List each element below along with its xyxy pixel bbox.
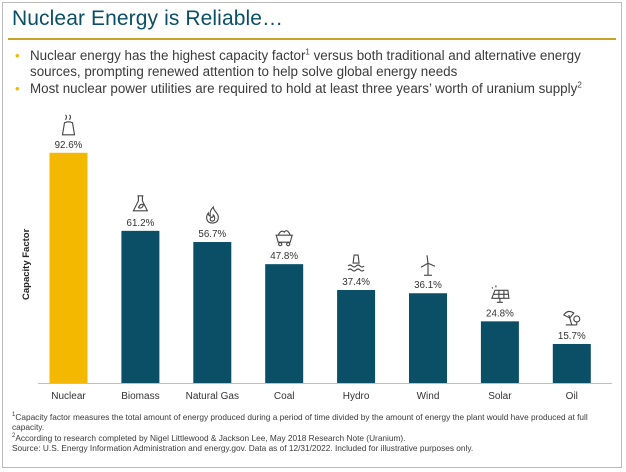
source-note: Source: U.S. Energy Information Administ… (12, 442, 474, 453)
bar-wind (409, 293, 447, 383)
bullet-marker: • (15, 81, 20, 96)
bar-nuclear (49, 152, 88, 383)
coal-cart-icon (275, 230, 293, 247)
data-label: 92.6% (55, 140, 83, 151)
x-tick-label: Coal (274, 391, 295, 402)
data-label: 36.1% (414, 280, 442, 291)
flame-icon (206, 205, 219, 224)
bullet-item: • Most nuclear power utilities are requi… (14, 81, 614, 97)
data-label: 24.8% (486, 308, 514, 319)
x-tick-label: Wind (417, 391, 440, 402)
x-tick-label: Oil (566, 391, 578, 402)
bar-coal (265, 264, 304, 383)
bullet-superscript: 1 (305, 47, 310, 57)
bullet-list: • Nuclear energy has the highest capacit… (14, 48, 614, 99)
bullet-item: • Nuclear energy has the highest capacit… (14, 48, 614, 79)
wind-turbine-icon (420, 255, 436, 276)
bar-natural-gas (193, 242, 232, 383)
footnote-1: 1Capacity factor measures the total amou… (12, 412, 616, 433)
footnotes: 1Capacity factor measures the total amou… (12, 412, 616, 453)
bar-biomass (121, 230, 160, 383)
footnote-2-text: According to research completed by Nigel… (15, 432, 406, 443)
footnote-2: 2According to research completed by Nige… (12, 433, 616, 443)
footnote-1-marker: 1 (12, 412, 16, 419)
bar-solar (480, 321, 519, 383)
bullet-superscript: 2 (577, 80, 582, 90)
bullet-text-tail: versus both traditional and alternative … (30, 48, 581, 79)
data-label: 47.8% (270, 251, 298, 262)
solar-panel-icon (491, 285, 510, 303)
footnote-1-text: Capacity factor measures the total amoun… (12, 412, 588, 433)
footnote-2-marker: 2 (12, 432, 16, 439)
bar-oil (552, 343, 591, 383)
hydro-dam-icon (347, 254, 365, 272)
x-tick-label: Natural Gas (186, 391, 239, 402)
data-label: 61.2% (127, 218, 155, 229)
bar-hydro (337, 290, 376, 383)
x-tick-label: Biomass (121, 391, 159, 402)
x-tick-label: Nuclear (51, 391, 86, 402)
data-label: 37.4% (342, 277, 370, 288)
cooling-tower-icon (61, 114, 76, 136)
bullet-text: Most nuclear power utilities are require… (30, 81, 578, 96)
slide-title: Nuclear Energy is Reliable… (12, 7, 284, 30)
biomass-flask-icon (132, 195, 149, 212)
bullet-text: Nuclear energy has the highest capacity … (30, 48, 306, 63)
title-divider (8, 38, 616, 40)
slide-frame (2, 2, 622, 468)
data-label: 15.7% (558, 331, 586, 342)
oil-pump-icon (562, 310, 581, 326)
x-tick-label: Hydro (343, 391, 370, 402)
bullet-marker: • (15, 48, 20, 63)
x-tick-label: Solar (488, 391, 512, 402)
data-label: 56.7% (198, 229, 226, 240)
